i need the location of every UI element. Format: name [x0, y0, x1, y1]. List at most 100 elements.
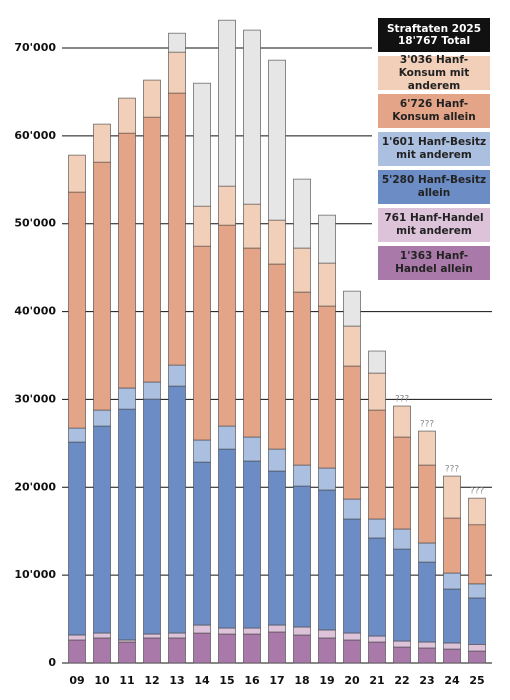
bar-segment: [68, 634, 86, 641]
bar-segment: [468, 497, 486, 526]
bar-segment: [418, 542, 436, 563]
bar-segment: [143, 116, 161, 383]
bar-segment: [368, 635, 386, 643]
bar-segment: [93, 632, 111, 639]
bar-segment: [268, 470, 286, 626]
x-tick-label: 22: [394, 674, 409, 687]
bar-segment: [293, 291, 311, 466]
bar-segment: [368, 537, 386, 637]
x-tick-label: 16: [244, 674, 260, 687]
legend-item: 3'036 Hanf-Konsum mit anderem: [378, 54, 490, 92]
bar-segment: [393, 548, 411, 642]
bar-segment: [293, 247, 311, 293]
bar-segment: [218, 633, 236, 664]
x-tick-label: 09: [69, 674, 84, 687]
annotation: ???: [420, 420, 435, 430]
annotation: ???: [470, 487, 485, 497]
bar-segment: [393, 528, 411, 550]
legend-item: 1'363 Hanf-Handel allein: [378, 246, 490, 280]
bar-segment: [118, 641, 136, 664]
bar-segment: [243, 627, 261, 635]
bar-segment: [193, 624, 211, 634]
bar-segment: [443, 648, 461, 664]
bar-segment: [318, 629, 336, 639]
bar-segment: [143, 398, 161, 635]
bar-segment: [68, 639, 86, 664]
bar-segment: [93, 637, 111, 664]
bar-segment: [168, 51, 186, 94]
legend-item: 761 Hanf-Handel mit anderem: [378, 208, 490, 242]
bar-segment: [143, 381, 161, 400]
bar-segment: [318, 489, 336, 631]
bar-segment: [343, 632, 361, 641]
bar-segment: [343, 365, 361, 500]
bar-segment: [243, 247, 261, 438]
legend-item: 5'280 Hanf-Besitz allein: [378, 170, 490, 204]
bar-segment: [443, 475, 461, 519]
bar-segment: [93, 161, 111, 411]
bar-segment: [418, 430, 436, 466]
y-tick-label: 30'000: [14, 392, 56, 405]
bar-segment: [468, 583, 486, 599]
bar-segment: [243, 633, 261, 664]
bar-segment: [318, 262, 336, 307]
bar-segment: [368, 350, 386, 374]
bar-segment: [193, 439, 211, 463]
y-tick-label: 20'000: [14, 480, 56, 493]
bar-segment: [418, 647, 436, 664]
bar-segment: [343, 498, 361, 520]
y-tick-label: 10'000: [14, 568, 56, 581]
legend-subtitle: 18'767 Total: [397, 35, 471, 47]
bar-segment: [443, 588, 461, 644]
bar-segment: [393, 405, 411, 438]
bar-segment: [468, 650, 486, 664]
x-tick-label: 11: [119, 674, 134, 687]
y-tick-label: 50'000: [14, 217, 56, 230]
bar-segment: [443, 517, 461, 574]
y-tick-label: 40'000: [14, 305, 56, 318]
bar-segment: [368, 372, 386, 411]
bar-segment: [343, 325, 361, 367]
bar-segment: [193, 461, 211, 626]
bar-segment: [193, 205, 211, 247]
x-tick-label: 19: [319, 674, 334, 687]
bar-segment: [168, 92, 186, 366]
bar-segment: [218, 448, 236, 629]
bar-segment: [168, 364, 186, 387]
bar-segment: [268, 631, 286, 664]
bar-segment: [368, 409, 386, 520]
bar-segment: [368, 641, 386, 664]
x-tick-label: 14: [194, 674, 210, 687]
bar-segment: [68, 441, 86, 636]
bar-segment: [393, 646, 411, 664]
bar-segment: [218, 19, 236, 187]
bar-segment: [193, 245, 211, 441]
bar-segment: [118, 97, 136, 134]
bar-segment: [143, 79, 161, 118]
bar-segment: [293, 626, 311, 636]
bar-segment: [368, 518, 386, 539]
bar-segment: [318, 467, 336, 491]
bar-segment: [268, 59, 286, 221]
x-tick-label: 21: [369, 674, 384, 687]
x-tick-label: 12: [144, 674, 159, 687]
bar-segment: [393, 640, 411, 648]
bar-segment: [343, 290, 361, 327]
bar-segment: [218, 425, 236, 450]
bar-segment: [193, 632, 211, 664]
x-tick-label: 15: [219, 674, 234, 687]
bar-segment: [93, 409, 111, 427]
bar-segment: [343, 639, 361, 664]
bar-segment: [118, 387, 136, 410]
bar-segment: [218, 627, 236, 635]
bar-segment: [293, 464, 311, 487]
bar-segment: [243, 460, 261, 629]
x-tick-label: 18: [294, 674, 309, 687]
bar-segment: [443, 642, 461, 650]
bar-segment: [268, 624, 286, 633]
bar-segment: [68, 154, 86, 193]
bar-segment: [193, 82, 211, 207]
x-tick-label: 24: [444, 674, 460, 687]
bar-segment: [443, 572, 461, 590]
